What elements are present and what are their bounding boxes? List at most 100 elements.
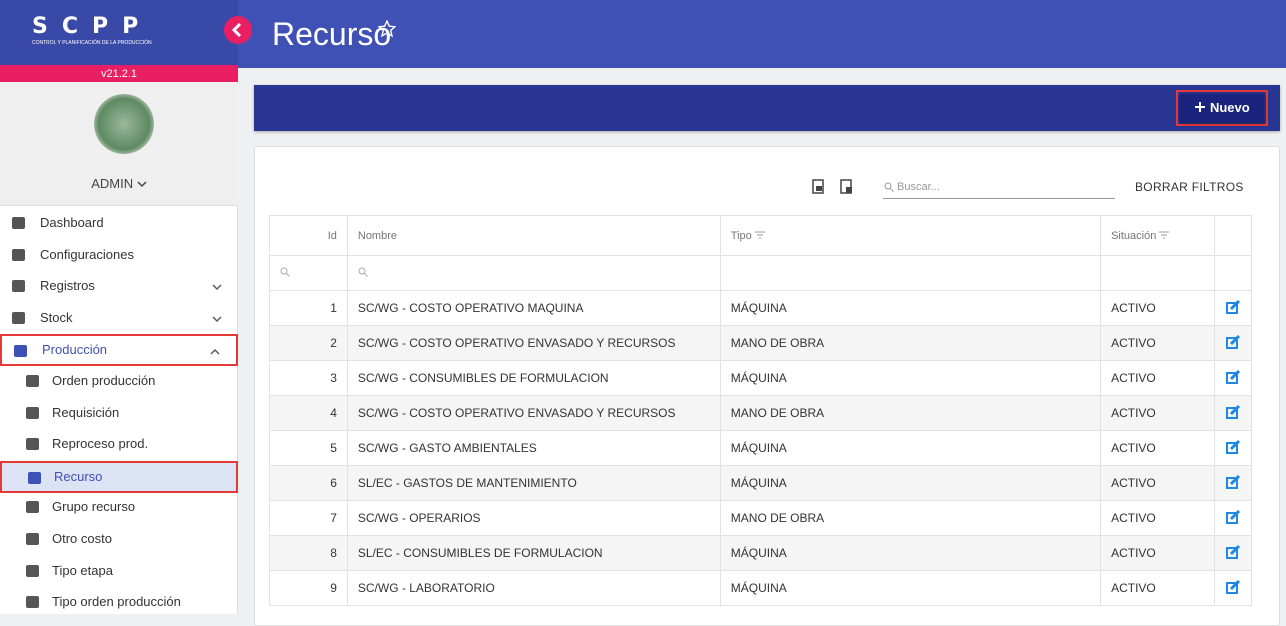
filter-row bbox=[269, 255, 1253, 291]
new-button[interactable]: Nuevo bbox=[1180, 94, 1264, 122]
table-cell: MÁQUINA bbox=[719, 465, 1102, 501]
logo: SCPP CONTROL Y PLANIFICACIÓN DE LA PRODU… bbox=[0, 0, 238, 65]
filter-icon[interactable] bbox=[754, 231, 765, 239]
table-cell: SL/EC - GASTOS DE MANTENIMIENTO bbox=[346, 465, 721, 501]
search-icon bbox=[358, 267, 368, 277]
table-cell: SC/WG - COSTO OPERATIVO MAQUINA bbox=[346, 290, 721, 326]
menu-item[interactable]: Orden producción bbox=[0, 366, 238, 398]
menu-item[interactable]: Grupo recurso bbox=[0, 492, 238, 524]
menu-label: Reproceso prod. bbox=[52, 436, 149, 452]
table-cell: MÁQUINA bbox=[719, 360, 1102, 396]
edit-icon[interactable] bbox=[1225, 334, 1241, 349]
table-cell: 6 bbox=[269, 465, 348, 501]
header: Recurso bbox=[224, 0, 1286, 68]
action-cell bbox=[1213, 325, 1253, 361]
table-cell: ACTIVO bbox=[1100, 325, 1215, 361]
menu-icon bbox=[12, 311, 25, 324]
action-cell bbox=[1213, 500, 1253, 536]
search-input[interactable]: Buscar... bbox=[883, 177, 1115, 199]
menu-item[interactable]: Recurso bbox=[0, 460, 238, 493]
menu-item[interactable]: Registros bbox=[0, 271, 238, 303]
collapse-button[interactable] bbox=[224, 16, 252, 44]
new-button-highlight: Nuevo bbox=[1176, 90, 1268, 126]
column-header: Id bbox=[269, 215, 348, 256]
table-cell: 4 bbox=[269, 395, 348, 431]
table-row: 1 SC/WG - COSTO OPERATIVO MAQUINA MÁQUINA A… bbox=[269, 290, 1253, 326]
sidebar: SCPP CONTROL Y PLANIFICACIÓN DE LA PRODU… bbox=[0, 0, 238, 614]
favorite-star[interactable] bbox=[378, 20, 396, 38]
action-cell bbox=[1213, 535, 1253, 571]
filter-cell bbox=[1100, 255, 1215, 291]
edit-icon[interactable] bbox=[1225, 369, 1241, 384]
edit-icon[interactable] bbox=[1225, 579, 1241, 594]
menu-item[interactable]: Dashboard bbox=[0, 208, 238, 240]
table-row: 8 SL/EC - CONSUMIBLES DE FORMULACION MÁQUI… bbox=[269, 535, 1253, 571]
menu-label: Grupo recurso bbox=[52, 499, 136, 515]
table-row: 5 SC/WG - GASTO AMBIENTALES MÁQUINA ACTIVO bbox=[269, 430, 1253, 466]
table-cell: SL/EC - CONSUMIBLES DE FORMULACION bbox=[346, 535, 721, 571]
menu-icon bbox=[26, 596, 39, 609]
menu-item[interactable]: Reproceso prod. bbox=[0, 429, 238, 461]
table-row: 4 SC/WG - COSTO OPERATIVO ENVASADO Y RECU… bbox=[269, 395, 1253, 431]
column-header[interactable]: Situación bbox=[1100, 215, 1215, 256]
column-header bbox=[1213, 215, 1253, 256]
edit-icon[interactable] bbox=[1225, 474, 1241, 489]
table-cell: 5 bbox=[269, 430, 348, 466]
search-icon bbox=[280, 267, 290, 277]
data-table: Id Nombre Tipo Situación 1 SC/WG - COSTO OP… bbox=[269, 215, 1253, 606]
menu-icon bbox=[28, 471, 41, 484]
table-cell: ACTIVO bbox=[1100, 500, 1215, 536]
filter-icon[interactable] bbox=[1159, 231, 1170, 239]
menu-item[interactable]: Requisición bbox=[0, 398, 238, 430]
edit-icon[interactable] bbox=[1225, 404, 1241, 419]
menu-label: Registros bbox=[40, 278, 95, 294]
column-header: Nombre bbox=[346, 215, 721, 256]
action-cell bbox=[1213, 395, 1253, 431]
menu-icon bbox=[12, 280, 25, 293]
table-row: 3 SC/WG - CONSUMIBLES DE FORMULACION MÁQUI… bbox=[269, 360, 1253, 396]
user-name: ADMIN bbox=[91, 176, 134, 191]
table-cell: 7 bbox=[269, 500, 348, 536]
filter-cell[interactable] bbox=[346, 255, 721, 291]
logo-text: SCPP bbox=[32, 14, 153, 39]
table-cell: 9 bbox=[269, 570, 348, 606]
table-row: 6 SL/EC - GASTOS DE MANTENIMIENTO MÁQUINA A… bbox=[269, 465, 1253, 501]
table-row: 2 SC/WG - COSTO OPERATIVO ENVASADO Y RECU… bbox=[269, 325, 1253, 361]
table-cell: SC/WG - COSTO OPERATIVO ENVASADO Y RECUR… bbox=[346, 395, 721, 431]
table-cell: SC/WG - OPERARIOS bbox=[346, 500, 721, 536]
user-menu[interactable]: ADMIN bbox=[0, 176, 238, 191]
edit-icon[interactable] bbox=[1225, 299, 1241, 314]
menu-label: Otro costo bbox=[52, 531, 112, 546]
table-cell: SC/WG - GASTO AMBIENTALES bbox=[346, 430, 721, 466]
edit-icon[interactable] bbox=[1225, 509, 1241, 524]
clear-filters[interactable]: BORRAR FILTROS bbox=[1135, 180, 1244, 194]
edit-icon[interactable] bbox=[1225, 544, 1241, 559]
menu-item[interactable]: Otro costo bbox=[0, 524, 238, 556]
table-cell: 2 bbox=[269, 325, 348, 361]
menu-icon bbox=[26, 406, 39, 419]
table-cell: MÁQUINA bbox=[719, 430, 1102, 466]
export-icons[interactable] bbox=[811, 179, 855, 195]
chevron bbox=[212, 284, 222, 291]
table-cell: MANO DE OBRA bbox=[719, 325, 1102, 361]
chevron bbox=[210, 349, 220, 355]
table-cell: ACTIVO bbox=[1100, 290, 1215, 326]
table-cell: MANO DE OBRA bbox=[719, 395, 1102, 431]
filter-cell bbox=[719, 255, 1102, 291]
menu-item[interactable]: Stock bbox=[0, 303, 238, 335]
filter-cell[interactable] bbox=[269, 255, 348, 291]
menu-item[interactable]: Tipo orden producción bbox=[0, 587, 238, 619]
new-button-label: Nuevo bbox=[1209, 100, 1250, 115]
table-cell: 8 bbox=[269, 535, 348, 571]
menu-item[interactable]: Tipo etapa bbox=[0, 556, 238, 588]
menu-label: Stock bbox=[40, 309, 73, 325]
menu-label: Producción bbox=[42, 342, 108, 358]
menu-icon bbox=[26, 564, 39, 577]
edit-icon[interactable] bbox=[1225, 439, 1241, 454]
table-cell: ACTIVO bbox=[1100, 395, 1215, 431]
menu-item[interactable]: Producción bbox=[0, 334, 238, 367]
table-cell: SC/WG - COSTO OPERATIVO ENVASADO Y RECUR… bbox=[346, 325, 721, 361]
menu-item[interactable]: Configuraciones bbox=[0, 240, 238, 272]
column-header[interactable]: Tipo bbox=[719, 215, 1102, 256]
